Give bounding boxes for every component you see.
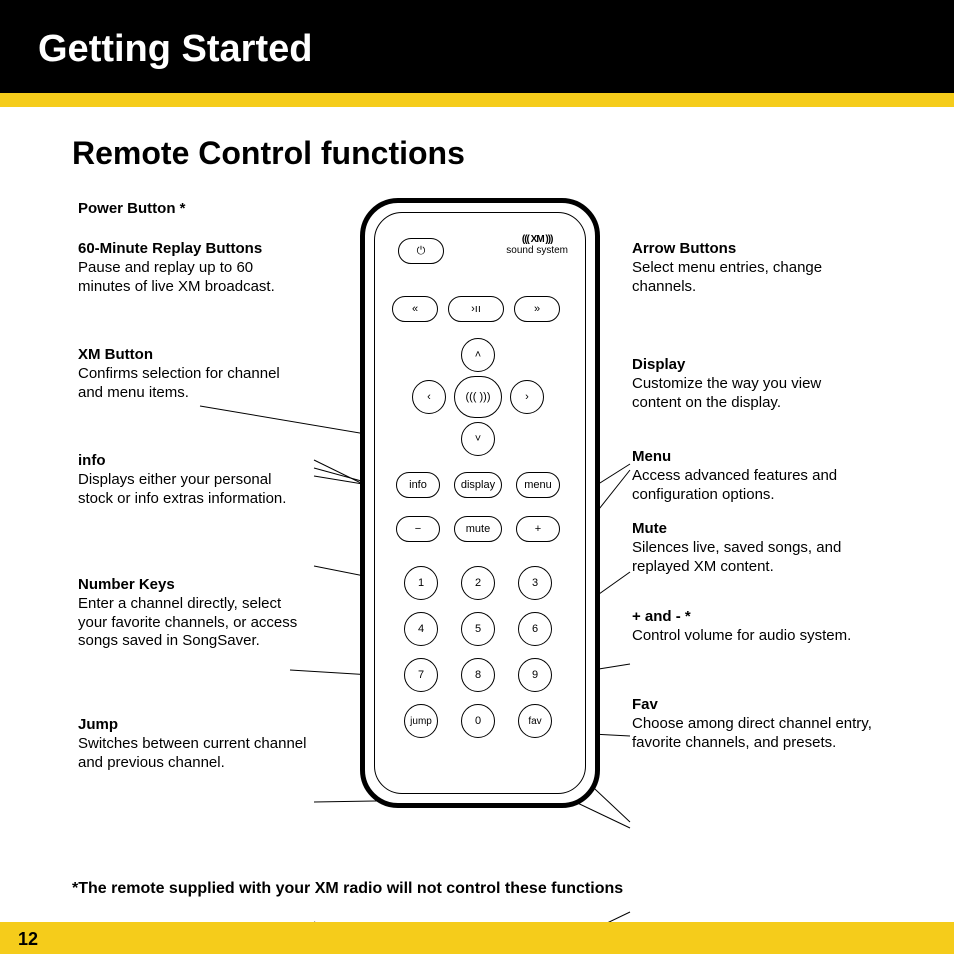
callout-desc: Access advanced features and configurati… <box>632 467 872 505</box>
callout-desc: Displays either your personal stock or i… <box>78 471 308 509</box>
num-3-button[interactable]: 3 <box>518 566 552 600</box>
callout-numbers: Number Keys Enter a channel directly, se… <box>78 576 308 651</box>
brand-logo: ((( XM ))) sound system <box>506 234 568 256</box>
callout-desc: Switches between current channel and pre… <box>78 735 308 773</box>
callout-desc: Silences live, saved songs, and replayed… <box>632 539 872 577</box>
num-8-button[interactable]: 8 <box>461 658 495 692</box>
callout-volume: + and - * Control volume for audio syste… <box>632 608 872 646</box>
section-title: Remote Control functions <box>72 135 954 172</box>
callout-desc: Select menu entries, change channels. <box>632 259 872 297</box>
menu-button[interactable]: menu <box>516 472 560 498</box>
info-button[interactable]: info <box>396 472 440 498</box>
callout-arrows: Arrow Buttons Select menu entries, chang… <box>632 240 872 296</box>
page-number: 12 <box>18 929 38 950</box>
callout-title: Display <box>632 356 872 375</box>
callout-desc: Enter a channel directly, select your fa… <box>78 595 308 651</box>
callout-power: Power Button * <box>78 200 308 219</box>
callout-title: XM Button <box>78 346 308 365</box>
minus-button[interactable]: − <box>396 516 440 542</box>
num-5-button[interactable]: 5 <box>461 612 495 646</box>
page-header: Getting Started <box>0 0 954 93</box>
footnote: *The remote supplied with your XM radio … <box>72 880 623 898</box>
callout-title: Menu <box>632 448 872 467</box>
callout-desc: Pause and replay up to 60 minutes of liv… <box>78 259 308 297</box>
forward-button[interactable]: » <box>514 296 560 322</box>
num-4-button[interactable]: 4 <box>404 612 438 646</box>
play-pause-button[interactable]: ›ıı <box>448 296 504 322</box>
callout-desc: Choose among direct channel entry, favor… <box>632 715 872 753</box>
callout-menu: Menu Access advanced features and config… <box>632 448 872 504</box>
accent-bar <box>0 93 954 107</box>
callout-display: Display Customize the way you view conte… <box>632 356 872 412</box>
num-6-button[interactable]: 6 <box>518 612 552 646</box>
remote-diagram: ((( XM ))) sound system ⏻ « ›ıı » ˄ ‹ ((… <box>360 198 600 808</box>
callout-title: info <box>78 452 308 471</box>
callout-title: Power Button * <box>78 200 308 219</box>
num-2-button[interactable]: 2 <box>461 566 495 600</box>
callout-xm: XM Button Confirms selection for channel… <box>78 346 308 402</box>
jump-button[interactable]: jump <box>404 704 438 738</box>
callout-jump: Jump Switches between current channel an… <box>78 716 308 772</box>
callout-title: Fav <box>632 696 872 715</box>
callout-title: + and - * <box>632 608 872 627</box>
num-1-button[interactable]: 1 <box>404 566 438 600</box>
brand-xm: ((( XM ))) <box>506 234 568 245</box>
callout-title: Number Keys <box>78 576 308 595</box>
page-footer-bar <box>0 922 954 954</box>
left-button[interactable]: ‹ <box>412 380 446 414</box>
num-9-button[interactable]: 9 <box>518 658 552 692</box>
callout-info: info Displays either your personal stock… <box>78 452 308 508</box>
down-button[interactable]: ˅ <box>461 422 495 456</box>
right-button[interactable]: › <box>510 380 544 414</box>
callout-desc: Customize the way you view content on th… <box>632 375 872 413</box>
mute-button[interactable]: mute <box>454 516 502 542</box>
callout-fav: Fav Choose among direct channel entry, f… <box>632 696 872 752</box>
brand-sub: sound system <box>506 245 568 256</box>
callout-title: Jump <box>78 716 308 735</box>
callout-replay: 60-Minute Replay Buttons Pause and repla… <box>78 240 308 296</box>
rewind-button[interactable]: « <box>392 296 438 322</box>
power-button[interactable]: ⏻ <box>398 238 444 264</box>
callout-mute: Mute Silences live, saved songs, and rep… <box>632 520 872 576</box>
num-0-button[interactable]: 0 <box>461 704 495 738</box>
num-7-button[interactable]: 7 <box>404 658 438 692</box>
xm-button[interactable]: ((( ))) <box>454 376 502 418</box>
content-area: Power Button * 60-Minute Replay Buttons … <box>0 188 954 928</box>
fav-button[interactable]: fav <box>518 704 552 738</box>
plus-button[interactable]: + <box>516 516 560 542</box>
callout-title: Arrow Buttons <box>632 240 872 259</box>
callout-desc: Control volume for audio system. <box>632 627 872 646</box>
up-button[interactable]: ˄ <box>461 338 495 372</box>
display-button[interactable]: display <box>454 472 502 498</box>
callout-title: 60-Minute Replay Buttons <box>78 240 308 259</box>
callout-title: Mute <box>632 520 872 539</box>
callout-desc: Confirms selection for channel and menu … <box>78 365 308 403</box>
